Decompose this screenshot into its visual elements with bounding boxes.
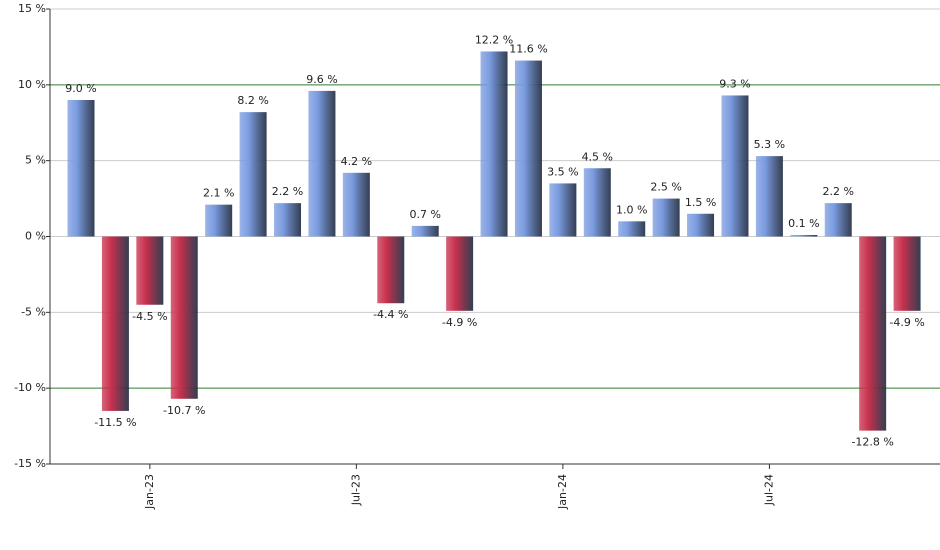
bar [652,198,680,237]
value-label: 3.5 % [547,165,578,178]
bar [101,236,129,411]
value-label: 8.2 % [237,94,268,107]
value-label: -4.4 % [373,308,408,321]
bar [136,236,164,305]
y-tick-label: 5 % [25,154,46,167]
value-label: 4.5 % [582,150,613,163]
y-tick-label: -5 % [21,305,46,318]
value-label: 1.0 % [616,203,647,216]
value-label: 2.5 % [650,181,681,194]
value-label: 9.6 % [306,73,337,86]
bar [411,225,439,237]
bar [549,183,577,237]
bar [514,60,542,237]
value-label: 11.6 % [509,43,547,56]
x-tick-label: Jul-23 [349,474,362,506]
value-label: -4.5 % [132,310,167,323]
value-label: -10.7 % [163,404,205,417]
y-tick-label: -15 % [14,457,46,470]
bar [824,203,852,237]
value-label: 0.1 % [788,217,819,230]
bar [687,213,715,237]
y-tick-label: -10 % [14,381,46,394]
value-label: 4.2 % [341,155,372,168]
bar [583,168,611,237]
value-label: -4.9 % [442,316,477,329]
x-tick-label: Jan-24 [556,474,569,510]
y-tick-label: 15 % [18,2,46,15]
bar [308,90,336,237]
bar [755,156,783,237]
value-label: 9.3 % [719,77,750,90]
bar [721,95,749,237]
bar [67,100,95,237]
bar [205,204,233,237]
value-label: 2.2 % [823,185,854,198]
bar [618,221,646,237]
value-label: 2.2 % [272,185,303,198]
bar [859,236,887,431]
value-label: 5.3 % [754,138,785,151]
value-label: 12.2 % [475,33,513,46]
value-label: 2.1 % [203,187,234,200]
value-label: 1.5 % [685,196,716,209]
bar [274,203,302,237]
bar [342,172,370,237]
bar [377,236,405,304]
bar [446,236,474,311]
bar [790,234,818,237]
bar [239,112,267,237]
value-label: -12.8 % [851,436,893,449]
value-label: 9.0 % [65,82,96,95]
x-tick-label: Jan-23 [143,474,156,510]
bar [170,236,198,399]
y-tick-label: 0 % [25,230,46,243]
value-label: -11.5 % [94,416,136,429]
value-label: 0.7 % [409,208,440,221]
value-label: -4.9 % [889,316,924,329]
bar [893,236,921,311]
x-tick-label: Jul-24 [762,474,775,506]
y-tick-label: 10 % [18,78,46,91]
bar [480,51,508,237]
